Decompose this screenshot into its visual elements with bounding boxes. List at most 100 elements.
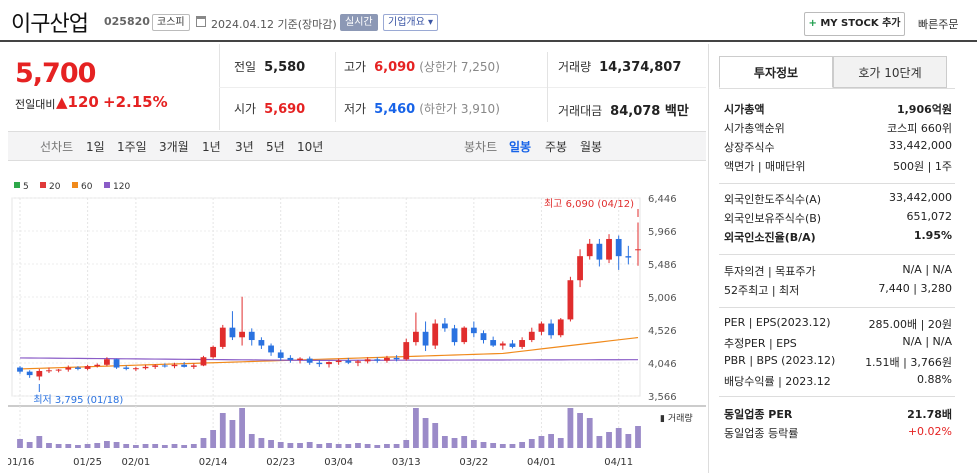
candlestick-chart[interactable]: 6,446 5,966 5,486 5,006 4,526 4,046 3,566 01/16… xyxy=(8,176,706,468)
candle-body xyxy=(615,238,622,257)
volume-bar xyxy=(171,444,178,448)
candle-body xyxy=(509,343,516,347)
period-3m[interactable]: 3개월 xyxy=(159,140,189,154)
volume-bar xyxy=(316,444,323,448)
divider xyxy=(719,88,955,89)
legend-swatch xyxy=(14,182,20,188)
x-tick-label: 02/23 xyxy=(266,457,295,468)
info-row-value: 코스피 660위 xyxy=(887,122,952,135)
volume-bar xyxy=(181,445,188,448)
candle-body xyxy=(538,323,545,332)
volume-bar xyxy=(104,441,110,448)
candle-body xyxy=(190,365,197,367)
info-row: 시가총액 1,906억원 xyxy=(724,101,952,117)
candle-body xyxy=(297,358,303,360)
candle-body xyxy=(277,352,284,358)
info-row: 동일업종 PER 21.78배 xyxy=(724,406,952,422)
period-5y[interactable]: 5년 xyxy=(266,140,285,154)
volume-bar xyxy=(248,434,255,448)
tab-investment-info[interactable]: 투자정보 xyxy=(719,56,833,88)
volume-bar xyxy=(113,442,120,448)
candle-body xyxy=(316,362,323,365)
info-row-label: 액면가 | 매매단위 xyxy=(724,160,806,173)
volume-bar xyxy=(596,436,603,448)
info-row-value: 0.88% xyxy=(917,373,952,386)
candle-body xyxy=(441,323,448,329)
volume-bar xyxy=(258,438,265,448)
price-change: ▲120 xyxy=(56,93,99,111)
candle-body xyxy=(65,367,72,370)
period-monthly[interactable]: 월봉 xyxy=(580,140,603,154)
realtime-badge[interactable]: 실시간 xyxy=(340,14,378,31)
info-row-value: 33,442,000 xyxy=(889,139,952,152)
ma120-line xyxy=(19,357,639,361)
candle-body xyxy=(345,360,352,363)
legend-swatch xyxy=(40,182,46,188)
candle-body xyxy=(181,364,188,367)
candle-body xyxy=(335,360,342,363)
volume-bar xyxy=(152,444,159,448)
candle-body xyxy=(470,327,477,334)
volume-bar xyxy=(55,444,62,448)
x-tick-label: 02/14 xyxy=(199,457,228,468)
volume-bar xyxy=(528,439,535,448)
info-row-label: 추정PER | EPS xyxy=(724,337,797,350)
period-3y[interactable]: 3년 xyxy=(235,140,254,154)
info-row-value: N/A | N/A xyxy=(902,263,952,276)
candle-body xyxy=(258,340,265,346)
info-row-label: PBR | BPS (2023.12) xyxy=(724,354,836,367)
volume-bar xyxy=(65,444,72,448)
info-row: 동일업종 등락률 +0.02% xyxy=(724,425,952,441)
info-row-value: N/A | N/A xyxy=(902,335,952,348)
volume-bar xyxy=(567,408,574,448)
candle-body xyxy=(499,343,506,346)
candle-body xyxy=(326,362,332,365)
line-chart-label[interactable]: 선차트 xyxy=(40,140,74,154)
tab-order-book[interactable]: 호가 10단계 xyxy=(833,56,947,88)
stock-name: 이구산업 xyxy=(11,12,89,37)
trade-amount: 거래대금 84,078 백만 xyxy=(558,104,689,119)
price-change-percent: +2.15% xyxy=(103,93,168,111)
period-daily[interactable]: 일봉 xyxy=(509,140,532,154)
info-row: 52주최고 | 최저 7,440 | 3,280 xyxy=(724,282,952,298)
quick-order-link[interactable]: 빠른주문 xyxy=(918,18,959,31)
period-10y[interactable]: 10년 xyxy=(297,140,324,154)
change-label: 전일대비 xyxy=(15,98,56,111)
period-1d[interactable]: 1일 xyxy=(86,140,105,154)
candle-body xyxy=(17,367,23,372)
volume-bar xyxy=(451,438,458,448)
volume-bar xyxy=(268,440,274,448)
candle-body xyxy=(287,357,294,360)
max-annotation: 최고 6,090 (04/12) xyxy=(544,198,634,210)
volume-bar xyxy=(615,428,622,448)
current-price: 5,700 xyxy=(15,58,96,89)
market-badge: 코스피 xyxy=(152,14,190,31)
volume-bar xyxy=(239,408,245,448)
prev-close: 전일 5,580 xyxy=(234,60,306,75)
company-info-dropdown[interactable]: 기업개요 ▾ xyxy=(383,14,438,31)
low-price: 저가 5,460 (하한가 3,910) xyxy=(344,102,500,117)
candle-chart-label[interactable]: 봉차트 xyxy=(464,140,498,154)
add-mystock-button[interactable]: + MY STOCK 추가 xyxy=(804,12,905,36)
volume-bar xyxy=(190,444,197,448)
volume-bar xyxy=(200,438,207,448)
volume-bar xyxy=(46,443,52,448)
period-weekly[interactable]: 주봉 xyxy=(545,140,568,154)
candle-body xyxy=(104,359,110,365)
period-1w[interactable]: 1주일 xyxy=(117,140,147,154)
info-row: 액면가 | 매매단위 500원 | 1주 xyxy=(724,158,952,174)
high-price: 고가 6,090 (상한가 7,250) xyxy=(344,60,500,75)
candle-body xyxy=(384,357,390,361)
info-row-label: 외국인한도주식수(A) xyxy=(724,193,822,206)
volume-bar xyxy=(422,418,429,448)
volume-bar xyxy=(509,444,516,448)
volume-bar xyxy=(499,444,506,448)
candle-body xyxy=(451,328,458,343)
period-1y[interactable]: 1년 xyxy=(202,140,221,154)
candle-body xyxy=(635,249,641,251)
volume-bar xyxy=(606,432,612,448)
volume-bar xyxy=(441,436,448,448)
candle-body xyxy=(393,357,400,360)
y-tick-label: 5,486 xyxy=(648,260,677,271)
divider xyxy=(719,396,955,397)
